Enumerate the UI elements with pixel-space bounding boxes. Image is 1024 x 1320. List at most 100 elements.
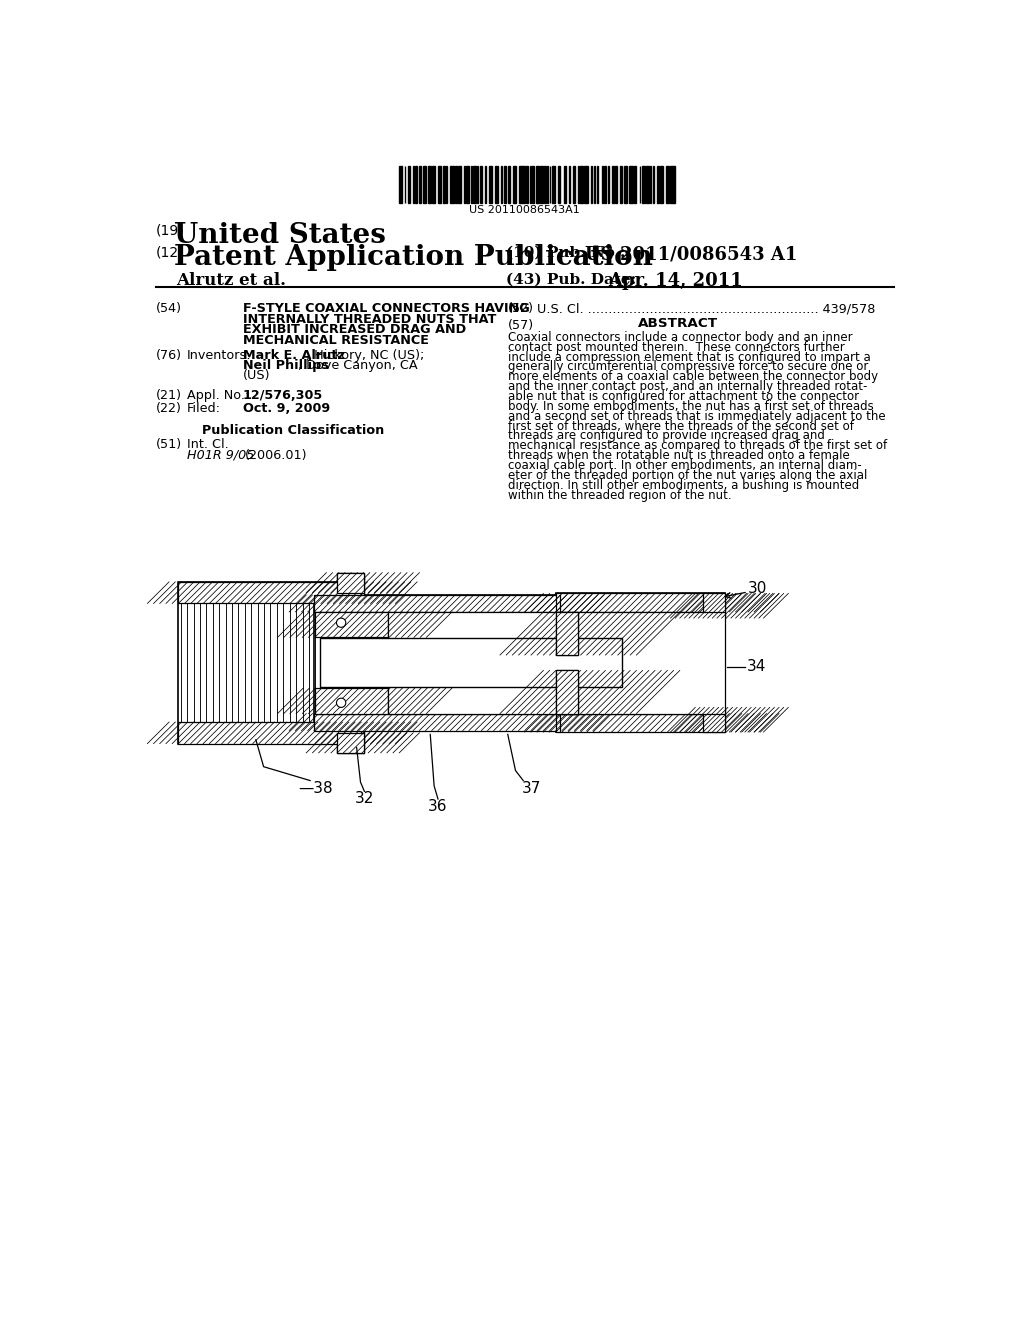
Bar: [337, 573, 365, 752]
Bar: [556, 594, 725, 612]
Bar: [321, 638, 623, 688]
Bar: [607, 166, 609, 203]
Bar: [522, 166, 525, 203]
Text: Oct. 9, 2009: Oct. 9, 2009: [243, 403, 330, 416]
Text: Alrutz et al.: Alrutz et al.: [176, 272, 286, 289]
Bar: [544, 166, 546, 203]
Text: within the threaded region of the nut.: within the threaded region of the nut.: [508, 488, 731, 502]
Bar: [634, 166, 636, 203]
Text: (10) Pub. No.:: (10) Pub. No.:: [506, 246, 626, 260]
Text: threads when the rotatable nut is threaded onto a female: threads when the rotatable nut is thread…: [508, 449, 850, 462]
Bar: [415, 166, 417, 203]
Bar: [471, 166, 472, 203]
Bar: [604, 166, 606, 203]
Bar: [703, 708, 725, 733]
Text: 32: 32: [354, 792, 374, 807]
Bar: [508, 166, 510, 203]
Bar: [438, 166, 441, 203]
Text: Patent Application Publication: Patent Application Publication: [174, 244, 653, 271]
Bar: [621, 166, 622, 203]
Text: 37: 37: [521, 780, 541, 796]
Text: ABSTRACT: ABSTRACT: [638, 317, 718, 330]
Bar: [178, 582, 360, 743]
Text: coaxial cable port. In other embodiments, an internal diam-: coaxial cable port. In other embodiments…: [508, 459, 861, 473]
Bar: [556, 612, 578, 655]
Text: Apr. 14, 2011: Apr. 14, 2011: [608, 272, 743, 290]
Bar: [388, 612, 560, 663]
Bar: [703, 594, 725, 618]
Bar: [455, 166, 457, 203]
Bar: [489, 166, 493, 203]
Bar: [591, 166, 592, 203]
Bar: [666, 166, 669, 203]
Text: 36: 36: [428, 799, 447, 814]
Bar: [408, 166, 410, 203]
Text: 30: 30: [748, 581, 767, 595]
Bar: [423, 166, 426, 203]
Bar: [337, 733, 365, 752]
Text: (21): (21): [156, 389, 182, 403]
Bar: [572, 166, 575, 203]
Text: (54): (54): [156, 302, 182, 315]
Bar: [451, 166, 454, 203]
Text: and a second set of threads that is immediately adjacent to the: and a second set of threads that is imme…: [508, 409, 886, 422]
Bar: [504, 166, 506, 203]
Bar: [672, 166, 674, 203]
Circle shape: [337, 698, 346, 708]
Bar: [585, 166, 588, 203]
Bar: [480, 166, 482, 203]
Text: —38: —38: [299, 780, 333, 796]
Bar: [601, 166, 603, 203]
Bar: [496, 166, 499, 203]
Text: able nut that is configured for attachment to the connector: able nut that is configured for attachme…: [508, 389, 859, 403]
Bar: [314, 688, 388, 714]
Bar: [657, 166, 658, 203]
Text: 34: 34: [746, 659, 766, 675]
Text: Mark E. Alrutz: Mark E. Alrutz: [243, 350, 344, 363]
Bar: [388, 663, 560, 714]
Text: EXHIBIT INCREASED DRAG AND: EXHIBIT INCREASED DRAG AND: [243, 323, 466, 337]
Text: Filed:: Filed:: [187, 403, 221, 416]
Bar: [558, 166, 560, 203]
Bar: [531, 166, 535, 203]
Bar: [556, 612, 578, 655]
Text: , Hickory, NC (US);: , Hickory, NC (US);: [306, 350, 425, 363]
Text: generally circumferential compressive force to secure one or: generally circumferential compressive fo…: [508, 360, 868, 374]
Text: INTERNALLY THREADED NUTS THAT: INTERNALLY THREADED NUTS THAT: [243, 313, 496, 326]
Text: Neil Phillips: Neil Phillips: [243, 359, 329, 372]
Bar: [556, 671, 578, 714]
Bar: [314, 595, 560, 612]
Bar: [314, 595, 560, 730]
Text: F-STYLE COAXIAL CONNECTORS HAVING: F-STYLE COAXIAL CONNECTORS HAVING: [243, 302, 529, 315]
Bar: [557, 612, 725, 714]
Bar: [178, 722, 360, 743]
Text: 12/576,305: 12/576,305: [243, 389, 323, 403]
Text: (2006.01): (2006.01): [245, 449, 307, 462]
Bar: [484, 166, 486, 203]
Bar: [659, 166, 663, 203]
Bar: [536, 166, 539, 203]
Text: H01R 9/05: H01R 9/05: [187, 449, 254, 462]
Text: (76): (76): [156, 350, 182, 363]
Bar: [513, 166, 515, 203]
Text: Coaxial connectors include a connector body and an inner: Coaxial connectors include a connector b…: [508, 331, 852, 345]
Text: (22): (22): [156, 403, 182, 416]
Text: Publication Classification: Publication Classification: [203, 424, 385, 437]
Text: mechanical resistance as compared to threads of the first set of: mechanical resistance as compared to thr…: [508, 440, 887, 453]
Text: direction. In still other embodiments, a bushing is mounted: direction. In still other embodiments, a…: [508, 479, 859, 492]
Text: US 2011/0086543 A1: US 2011/0086543 A1: [586, 246, 798, 264]
Text: (19): (19): [156, 223, 184, 238]
Bar: [646, 166, 649, 203]
Text: more elements of a coaxial cable between the connector body: more elements of a coaxial cable between…: [508, 371, 878, 383]
Bar: [624, 166, 627, 203]
Bar: [314, 714, 560, 730]
Bar: [615, 166, 617, 203]
Text: Appl. No.:: Appl. No.:: [187, 389, 249, 403]
Bar: [642, 166, 645, 203]
Text: threads are configured to provide increased drag and: threads are configured to provide increa…: [508, 429, 824, 442]
Text: , Dove Canyon, CA: , Dove Canyon, CA: [299, 359, 418, 372]
Text: contact post mounted therein.  These connectors further: contact post mounted therein. These conn…: [508, 341, 845, 354]
Bar: [443, 166, 445, 203]
Text: Inventors:: Inventors:: [187, 350, 252, 363]
Text: first set of threads, where the threads of the second set of: first set of threads, where the threads …: [508, 420, 854, 433]
